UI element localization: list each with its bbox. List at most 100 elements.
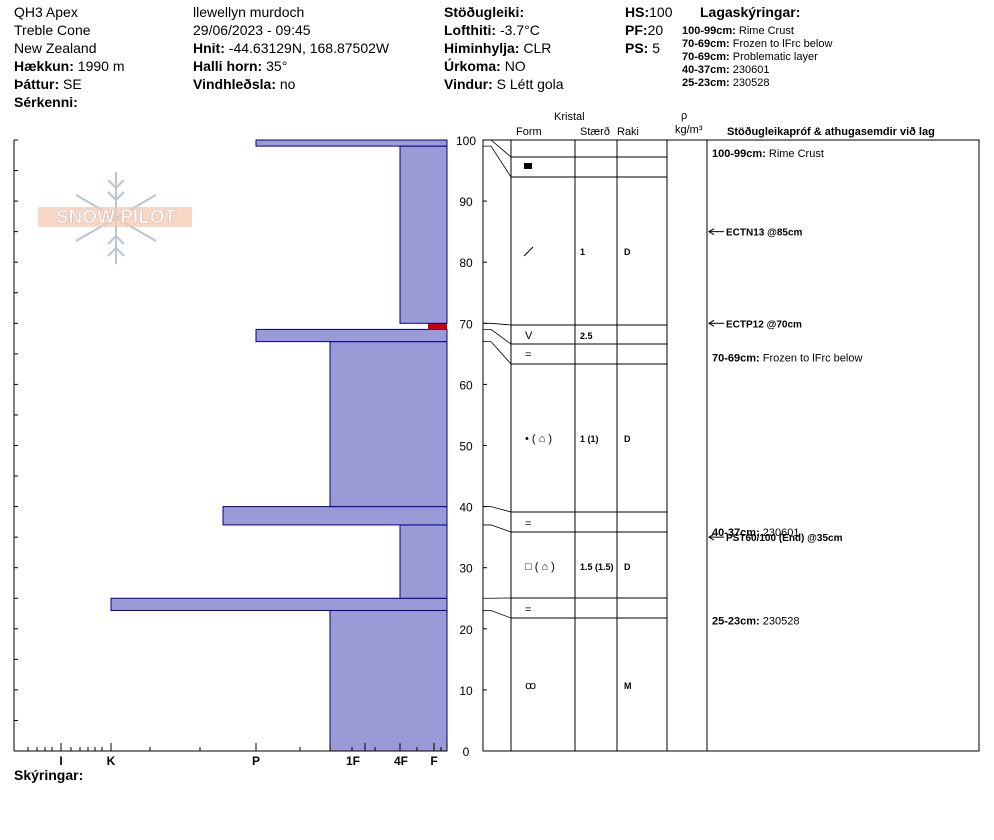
hardness-bar — [222, 506, 448, 526]
crystal-form-icon: V — [525, 330, 533, 342]
layer-connector — [483, 341, 512, 365]
air-temp-label: Lofthiti: — [444, 22, 497, 38]
precip-row: Úrkoma: NO — [444, 58, 526, 74]
sky-label: Himinhylja: — [444, 40, 520, 56]
tests-header: Stöðugleikapróf & athugasemdir við lag — [727, 126, 935, 138]
snowpilot-logo: SNOW PILOT — [36, 170, 196, 270]
aspect-label: Þáttur: — [14, 76, 60, 92]
moisture-value: D — [624, 562, 631, 572]
ps-label: PS: — [625, 40, 649, 56]
crystal-size-value: 1 (1) — [580, 434, 599, 444]
layer-comment-range: 25-23cm: — [712, 615, 763, 627]
layer-comment-text: Rime Crust — [769, 148, 824, 160]
depth-tick-label: 90 — [459, 195, 473, 209]
depth-tick-label: 50 — [459, 440, 473, 454]
pf-row: PF:20 — [625, 22, 663, 38]
sky-value: CLR — [523, 40, 552, 56]
legend-item: 40-37cm: 230601 — [682, 64, 770, 76]
hardness-tick-label: I — [59, 754, 62, 768]
hardness-bar — [399, 145, 448, 324]
elevation-row: Hækkun: 1990 m — [14, 58, 125, 74]
crystal-form-icon — [523, 246, 534, 257]
moisture-value: M — [624, 681, 632, 691]
hs-label: HS: — [625, 4, 650, 20]
site-name: QH3 Apex — [14, 4, 78, 20]
crystal-form-icon: = — [525, 349, 531, 361]
layer-connector — [483, 329, 512, 345]
layer-comment: 70-69cm: Frozen to lFrc below — [712, 353, 862, 365]
layer-comment-range: 70-69cm: — [712, 353, 763, 365]
precip-label: Úrkoma: — [444, 58, 501, 74]
stability-test-label: ECTN13 @85cm — [726, 228, 803, 239]
layer-comment-text: 230601 — [763, 527, 800, 539]
wind-row: Vindur: S Létt gola — [444, 76, 564, 92]
hardness-tick-label: K — [107, 754, 116, 768]
legend-item: 25-23cm: 230528 — [682, 77, 770, 89]
legend-item: 70-69cm: Frozen to lFrc below — [682, 38, 833, 50]
crystal-size-value: 2.5 — [580, 331, 593, 341]
air-temp-value: -3.7°C — [499, 22, 540, 38]
layer-connector — [483, 524, 512, 533]
crystal-form-icon: = — [525, 518, 531, 530]
crystal-form-icon: □ ( ⌂ ) — [525, 561, 555, 573]
moisture-value: D — [624, 247, 631, 257]
precip-value: NO — [504, 58, 526, 74]
legend-item: 70-69cm: Problematic layer — [682, 51, 818, 63]
layer-comment-range: 40-37cm: — [712, 527, 763, 539]
hs-row: HS:100 — [625, 4, 672, 20]
wind-loading-row: Vindhleðsla: no — [193, 76, 295, 92]
problematic-layer-marker — [428, 323, 447, 330]
layer-connector — [483, 322, 512, 326]
notes-label: Skýringar: — [14, 767, 84, 783]
layer-connector — [483, 506, 512, 513]
hardness-bar — [255, 139, 448, 147]
hs-value: 100 — [649, 4, 673, 20]
test-arrowhead — [708, 533, 715, 541]
coords-value: -44.63129N, 168.87502W — [228, 40, 390, 56]
hardness-bar — [399, 524, 448, 599]
crystal-header: Kristal — [554, 111, 585, 123]
hardness-bar — [110, 597, 448, 611]
layer-comment: 40-37cm: 230601 — [712, 527, 799, 539]
stability-test-label: PST60/100 (End) @35cm — [726, 533, 843, 544]
legend-item: 100-99cm: Rime Crust — [682, 25, 794, 37]
slope-value: 35° — [266, 58, 288, 74]
wind-value: S Létt gola — [496, 76, 564, 92]
pf-value: 20 — [647, 22, 664, 38]
coords-label: Hnit: — [193, 40, 225, 56]
moisture-value: D — [624, 434, 631, 444]
observer-name: llewellyn murdoch — [193, 4, 305, 20]
hardness-bar — [255, 328, 448, 343]
form-header: Form — [516, 126, 542, 138]
test-arrowhead — [708, 319, 715, 327]
ps-row: PS: 5 — [625, 40, 660, 56]
depth-tick-label: 70 — [459, 317, 473, 331]
hardness-bar — [329, 609, 448, 752]
depth-tick-label: 40 — [459, 501, 473, 515]
layer-comment: 100-99cm: Rime Crust — [712, 148, 824, 160]
wind-loading-label: Vindhleðsla: — [193, 76, 276, 92]
density-unit: kg/m³ — [675, 124, 703, 136]
depth-tick-label: 80 — [459, 256, 473, 270]
ps-value: 5 — [652, 40, 661, 56]
crystal-form-icon: ꝏ — [525, 680, 536, 692]
layer-comment: 25-23cm: 230528 — [712, 615, 799, 627]
depth-tick-label: 60 — [459, 378, 473, 392]
slope-label: Halli horn: — [193, 58, 263, 74]
layer-comment-text: 230528 — [763, 615, 800, 627]
aspect-row: Þáttur: SE — [14, 76, 82, 92]
hardness-tick-label: P — [252, 754, 260, 768]
depth-tick-label: 0 — [463, 745, 470, 759]
hardness-bar — [329, 341, 448, 508]
crystal-form-icon — [524, 163, 532, 169]
slope-row: Halli horn: 35° — [193, 58, 287, 74]
stability-test-label: ECTP12 @70cm — [726, 319, 802, 330]
layer-connector — [483, 145, 512, 178]
depth-tick-label: 20 — [459, 623, 473, 637]
layer-comment-text: Frozen to lFrc below — [763, 353, 863, 365]
stability-label: Stöðugleiki: — [444, 4, 525, 20]
depth-tick-label: 100 — [456, 134, 476, 148]
elevation-label: Hækkun: — [14, 58, 74, 74]
crystal-size-value: 1.5 (1.5) — [580, 562, 614, 572]
crystal-form-icon: • ( ⌂ ) — [525, 433, 552, 445]
